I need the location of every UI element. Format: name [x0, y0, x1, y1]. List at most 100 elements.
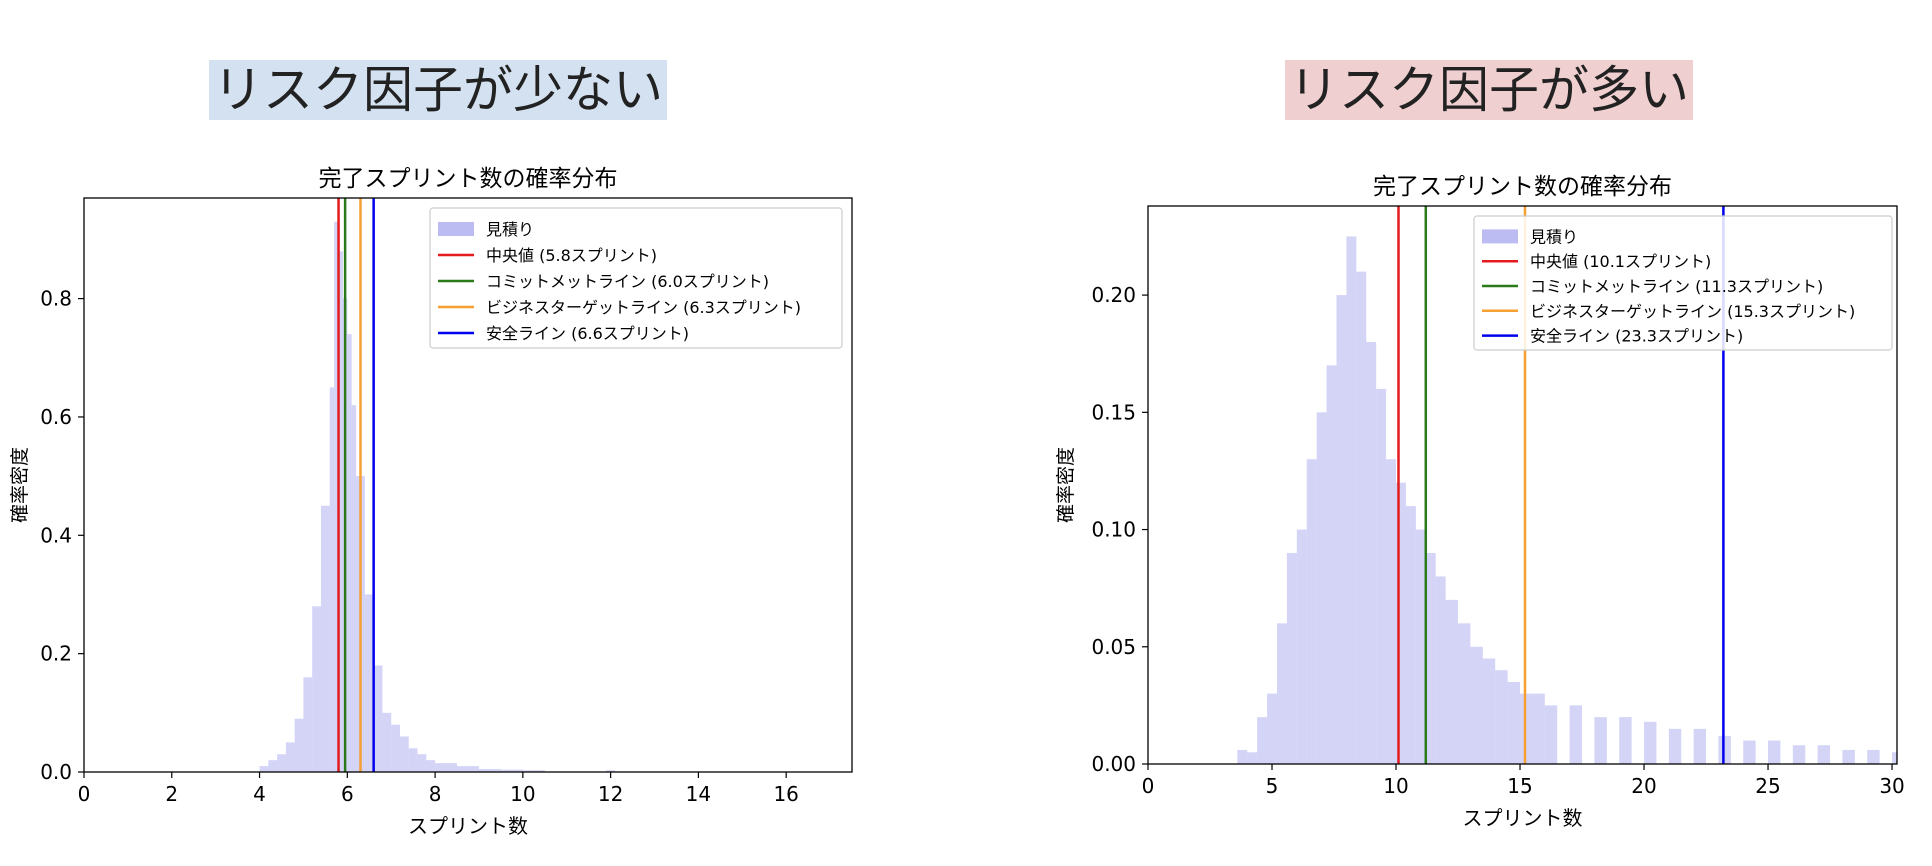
- x-tick-label: 15: [1507, 774, 1532, 798]
- y-tick-label: 0.2: [40, 642, 72, 666]
- histogram-bar: [1792, 745, 1806, 764]
- histogram-bar: [1644, 721, 1657, 764]
- x-tick-label: 25: [1755, 774, 1780, 798]
- chart-2: 0 5 10 15 20 25 30 0.00 0.05 0.10 0.15 0.20 完了スプリント数…: [1055, 174, 1905, 830]
- x-tick-label: 10: [1383, 774, 1408, 798]
- y-tick-label: 0.20: [1091, 283, 1136, 307]
- plot-frame: [83, 197, 853, 773]
- histogram-bar: [303, 677, 313, 772]
- x-tick-label: 14: [686, 782, 711, 806]
- histogram-bar: [1458, 623, 1471, 764]
- x-tick-label: 16: [773, 782, 798, 806]
- legend-label: 安全ライン (6.6スプリント): [486, 324, 689, 343]
- histogram-bar: [312, 606, 321, 772]
- x-tick-label: 4: [253, 782, 266, 806]
- histogram-bar: [457, 766, 479, 772]
- x-tick-label: 5: [1266, 774, 1279, 798]
- histogram-bar: [1507, 681, 1521, 764]
- histogram-bar: [364, 594, 374, 772]
- chart-title: 完了スプリント数の確率分布: [1373, 174, 1672, 200]
- histogram-bar: [351, 405, 357, 772]
- legend-label: ビジネスターゲットライン (15.3スプリント): [1530, 302, 1855, 321]
- y-tick-label: 0.15: [1091, 400, 1136, 424]
- histogram-bar: [259, 766, 269, 772]
- histogram-bar: [417, 754, 427, 772]
- histogram-bar: [1693, 728, 1707, 764]
- histogram-bar: [522, 770, 545, 772]
- histogram-bar: [329, 387, 335, 772]
- x-tick-label: 30: [1879, 774, 1904, 798]
- x-axis-label: スプリント数: [1463, 806, 1583, 830]
- y-tick-label: 0.0: [40, 760, 72, 784]
- histogram-bar: [606, 770, 616, 772]
- histogram-bar: [1842, 749, 1855, 764]
- plot-frame: [1147, 205, 1898, 765]
- histogram-bar: [1482, 658, 1496, 764]
- panel-title-left: リスク因子が少ない: [209, 60, 667, 120]
- histogram-bar: [1326, 365, 1337, 764]
- y-tick-label: 0.00: [1091, 752, 1136, 776]
- histogram-bar: [1867, 749, 1880, 764]
- histogram-bar: [408, 748, 418, 772]
- histogram-bar: [1346, 236, 1357, 764]
- legend-label: ビジネスターゲットライン (6.3スプリント): [486, 298, 801, 317]
- histogram-bar: [1356, 271, 1367, 764]
- histogram-bar: [1276, 623, 1287, 764]
- histogram-bar: [338, 251, 343, 772]
- histogram-bar: [426, 760, 436, 772]
- legend-label: コミットメットライン (6.0スプリント): [486, 272, 769, 291]
- histogram-bar: [399, 736, 409, 772]
- histogram-bar: [1386, 459, 1397, 764]
- histogram-bar: [373, 665, 383, 772]
- panel-title-right: リスク因子が多い: [1285, 60, 1693, 120]
- histogram-bar: [1544, 705, 1558, 764]
- histogram-bar: [500, 769, 523, 772]
- histogram-bar: [285, 742, 295, 772]
- x-tick-label: 0: [1142, 774, 1155, 798]
- histogram-bar: [1435, 576, 1446, 764]
- x-tick-label: 12: [598, 782, 623, 806]
- legend-patch: [438, 222, 474, 236]
- histogram-bar: [1257, 717, 1268, 764]
- legend-label: 中央値 (10.1スプリント): [1530, 252, 1711, 271]
- histogram-bar: [1532, 693, 1545, 764]
- y-tick-label: 0.8: [40, 287, 72, 311]
- legend-box: [1473, 215, 1893, 351]
- histogram-bar: [1470, 646, 1483, 764]
- histogram-bar: [1366, 341, 1377, 764]
- chart-title: 完了スプリント数の確率分布: [319, 166, 618, 192]
- histogram-bar: [1376, 388, 1387, 764]
- y-tick-label: 0.4: [40, 523, 72, 547]
- chart-1: 0 2 4 6 8 10 12 14 16 0.0 0.2 0.4 0.6 0.8 完了スプリント数の確率分…: [9, 166, 853, 838]
- x-tick-label: 2: [165, 782, 178, 806]
- histogram-bar: [334, 221, 339, 772]
- y-tick-label: 0.6: [40, 405, 72, 429]
- legend-label: 中央値 (5.8スプリント): [486, 246, 657, 265]
- histogram-bar: [435, 763, 458, 772]
- histogram-bar: [1237, 749, 1248, 764]
- legend-box: [429, 207, 843, 349]
- histogram-bar: [1594, 717, 1607, 764]
- histogram-bar: [1336, 295, 1347, 764]
- histogram-bar: [1619, 717, 1632, 764]
- legend-label: 見積り: [1530, 227, 1578, 246]
- histogram-bar: [1396, 482, 1406, 764]
- histogram-bar: [1296, 529, 1307, 764]
- y-tick-label: 0.10: [1091, 518, 1136, 542]
- histogram-bar: [1569, 705, 1583, 764]
- histogram-bar: [1743, 740, 1756, 764]
- x-axis-label: スプリント数: [408, 814, 528, 838]
- x-tick-label: 6: [341, 782, 354, 806]
- x-tick-label: 0: [78, 782, 91, 806]
- histogram-bar: [294, 718, 304, 772]
- histogram-bar: [478, 769, 501, 772]
- histogram-bar: [1668, 728, 1682, 764]
- histogram-bar: [268, 760, 278, 772]
- histogram-bar: [1306, 459, 1317, 764]
- histogram-bar: [1817, 745, 1831, 764]
- histogram-bar: [1445, 599, 1459, 764]
- histogram-bar: [1768, 740, 1781, 764]
- y-tick-label: 0.05: [1091, 635, 1136, 659]
- y-axis-label: 確率密度: [9, 447, 31, 523]
